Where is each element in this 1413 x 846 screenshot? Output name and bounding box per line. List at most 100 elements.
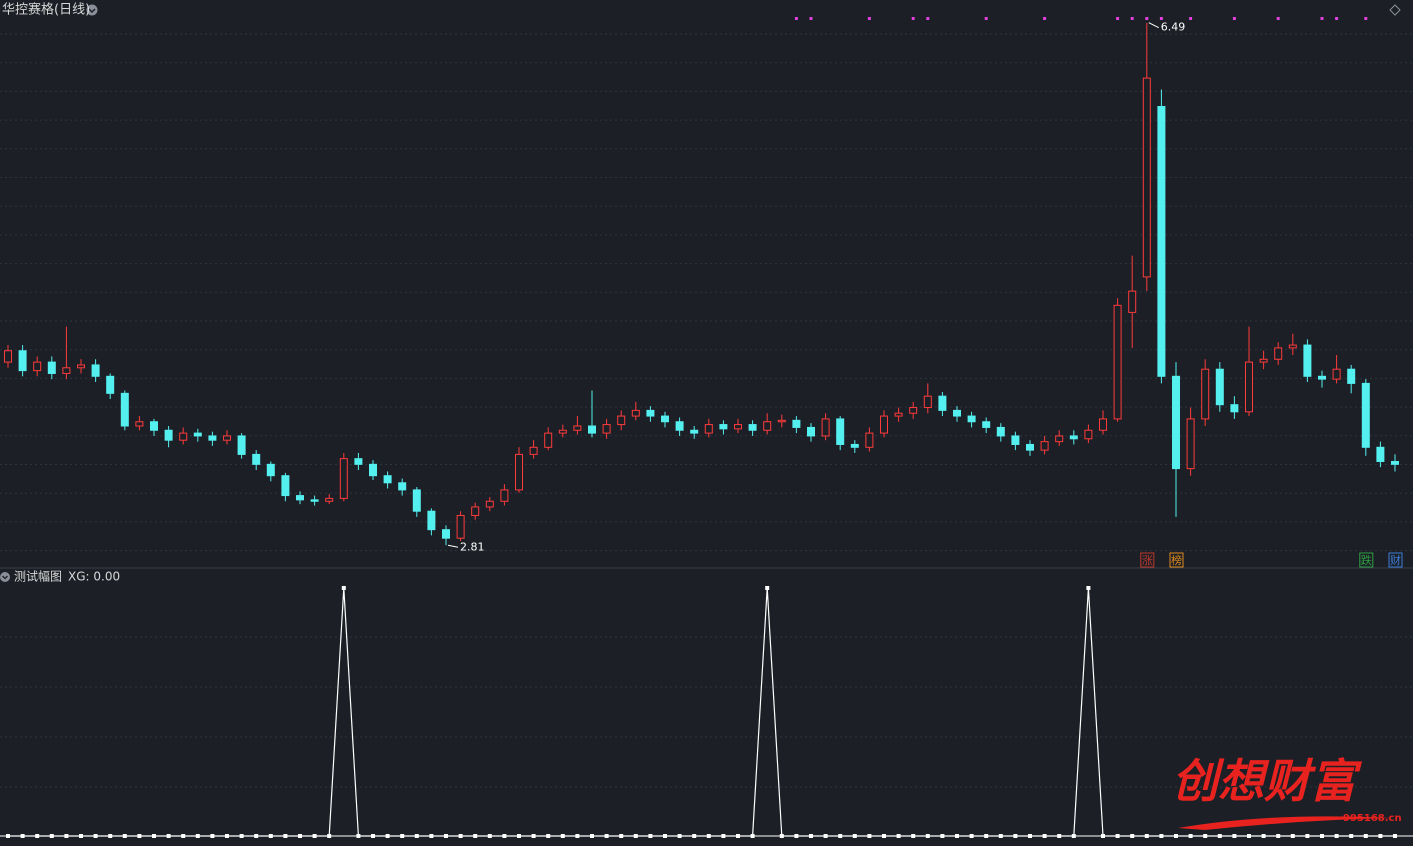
indicator-point xyxy=(969,834,974,838)
indicator-point xyxy=(590,834,594,838)
indicator-point xyxy=(35,834,40,838)
settings-icon[interactable] xyxy=(1389,4,1401,16)
candle-body xyxy=(325,497,334,502)
panel-legend: XG: 0.00 xyxy=(68,570,120,584)
badge-text: 跌 xyxy=(1361,553,1372,567)
candle-body xyxy=(1113,304,1122,420)
candle-body xyxy=(1303,344,1312,377)
candle-body xyxy=(880,415,888,434)
badge-box xyxy=(1140,552,1155,568)
candle-body xyxy=(515,453,523,491)
candle-body xyxy=(442,529,450,539)
candle-body xyxy=(617,415,626,426)
indicator-point xyxy=(1159,834,1164,838)
signal-marker xyxy=(1276,17,1280,20)
candle-body xyxy=(777,419,786,423)
menu-icon[interactable] xyxy=(86,4,98,16)
candle-body xyxy=(4,350,12,363)
menu-chevron xyxy=(88,8,96,14)
candle-body xyxy=(91,364,100,377)
candle-body xyxy=(573,425,582,431)
indicator-point xyxy=(940,834,945,838)
candle-body xyxy=(982,421,991,428)
candle-body xyxy=(427,510,436,531)
indicator-point xyxy=(1086,586,1091,590)
indicator-point xyxy=(283,834,288,838)
indicator-point xyxy=(1276,834,1281,838)
candle-body xyxy=(734,424,742,430)
indicator-point xyxy=(1028,834,1032,838)
candle-body xyxy=(1186,418,1195,470)
candle-body xyxy=(1361,382,1370,448)
candle-body xyxy=(1040,441,1049,451)
signal-marker xyxy=(1232,17,1236,20)
signal-marker xyxy=(809,17,813,20)
indicator-point xyxy=(1130,834,1135,838)
indicator-point xyxy=(122,834,127,838)
indicator-point xyxy=(341,586,346,590)
candle-body xyxy=(120,392,129,427)
panel-menu-chevron xyxy=(2,575,8,580)
badge-text: 榜 xyxy=(1171,553,1182,567)
indicator-point xyxy=(1290,834,1295,838)
indicator-point xyxy=(955,834,959,838)
candle-body xyxy=(821,418,830,437)
signal-marker xyxy=(1159,17,1163,20)
indicator-line xyxy=(8,587,1395,837)
indicator-point xyxy=(619,834,624,838)
candle-body xyxy=(836,418,845,445)
candle-body xyxy=(1099,418,1107,431)
indicator-point xyxy=(823,834,828,838)
candle-body xyxy=(62,367,71,374)
indicator-point xyxy=(1013,834,1018,838)
indicator-point xyxy=(1217,834,1222,838)
candle-body xyxy=(1230,404,1239,413)
candle-body xyxy=(923,395,932,409)
badge-box xyxy=(1169,552,1184,568)
indicator-point xyxy=(6,834,10,838)
indicator-point xyxy=(239,834,244,838)
signal-marker xyxy=(911,17,915,20)
candle-body xyxy=(631,409,640,417)
panel-menu-icon[interactable] xyxy=(0,572,10,582)
indicator-point xyxy=(254,834,259,838)
indicator-point xyxy=(809,834,813,838)
candle-body xyxy=(208,435,217,441)
indicator-point xyxy=(633,834,638,838)
indicator-point xyxy=(385,834,390,838)
signal-marker xyxy=(1335,17,1339,20)
indicator-point xyxy=(779,834,784,838)
candle-body xyxy=(266,463,275,477)
candle-body xyxy=(1011,435,1020,445)
indicator-point xyxy=(458,834,463,838)
badge-text: 财 xyxy=(1390,553,1401,567)
candle-body xyxy=(588,425,596,434)
candle-body xyxy=(544,432,553,448)
indicator-point xyxy=(1057,834,1062,838)
candle-body xyxy=(281,475,290,497)
min-label: 2.81 xyxy=(460,540,485,553)
indicator-point xyxy=(750,834,755,838)
indicator-point xyxy=(1247,834,1251,838)
indicator-point xyxy=(998,834,1003,838)
candle-body xyxy=(719,424,728,430)
indicator-point xyxy=(487,834,492,838)
candle-body xyxy=(1274,347,1283,360)
indicator-point xyxy=(546,834,551,838)
signal-marker xyxy=(1145,17,1149,20)
indicator-point xyxy=(371,834,375,838)
candle-body xyxy=(748,424,757,431)
indicator-point xyxy=(736,834,740,838)
candle-body xyxy=(1245,361,1253,413)
indicator-point xyxy=(604,834,609,838)
candle-body xyxy=(1288,344,1297,349)
candle-body xyxy=(135,421,144,427)
indicator-point xyxy=(706,834,711,838)
badge-box xyxy=(1388,552,1403,568)
candle-body xyxy=(456,514,465,539)
candle-body xyxy=(1201,368,1210,420)
candle-body xyxy=(237,435,246,455)
candle-body xyxy=(310,499,319,502)
